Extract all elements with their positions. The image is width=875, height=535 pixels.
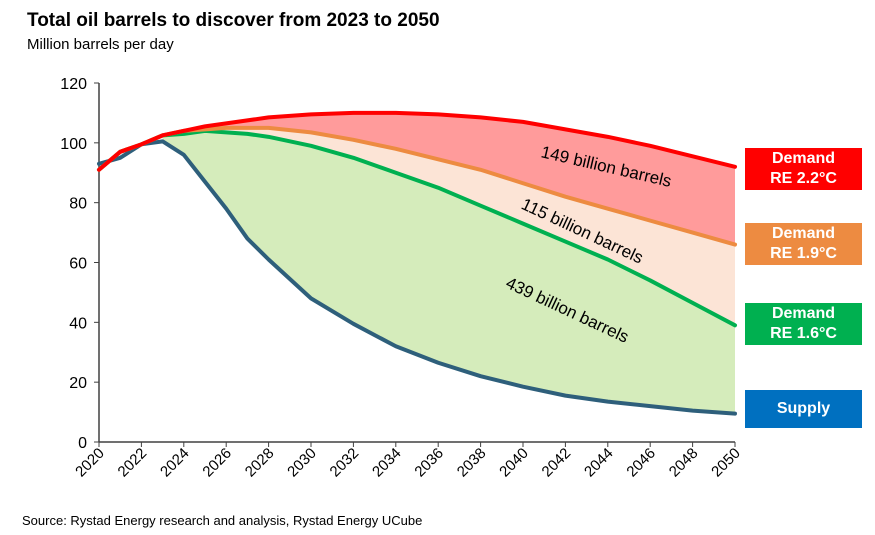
x-tick-label: 2042 xyxy=(539,445,575,481)
x-tick-label: 2050 xyxy=(708,445,744,481)
y-tick-label: 0 xyxy=(78,435,87,452)
y-tick-label: 120 xyxy=(60,76,87,93)
x-tick-label: 2034 xyxy=(369,445,405,481)
y-tick-label: 20 xyxy=(69,375,87,392)
x-tick-label: 2048 xyxy=(666,445,702,481)
legend-supply: Supply xyxy=(745,390,862,428)
chart-title: Total oil barrels to discover from 2023 … xyxy=(27,10,440,31)
series-line-demand-0 xyxy=(97,110,737,172)
x-tick-label: 2030 xyxy=(284,445,320,481)
legend-demand-2-2: Demand RE 2.2°C xyxy=(745,148,862,190)
area-red-band xyxy=(162,112,736,245)
x-tick-label: 2024 xyxy=(157,445,193,481)
legend-label: RE 1.6°C xyxy=(770,325,837,342)
legend-label: RE 1.9°C xyxy=(770,245,837,262)
y-tick-label: 40 xyxy=(69,315,87,332)
source-note: Source: Rystad Energy research and analy… xyxy=(22,513,423,528)
legend-label: Demand xyxy=(771,150,836,167)
y-tick-label: 100 xyxy=(60,136,87,153)
legend-demand-1-6: Demand RE 1.6°C xyxy=(745,303,862,345)
x-tick-label: 2038 xyxy=(454,445,490,481)
legend-label: Demand xyxy=(771,225,836,242)
x-tick-label: 2026 xyxy=(199,445,235,481)
x-tick-label: 2044 xyxy=(581,445,617,481)
y-tick-label: 80 xyxy=(69,196,87,213)
x-tick-label: 2046 xyxy=(623,445,659,481)
legend-label: RE 2.2°C xyxy=(770,170,837,187)
x-tick-label: 2036 xyxy=(411,445,447,481)
y-tick-label: 60 xyxy=(69,256,87,273)
legend-label: Supply xyxy=(776,400,831,417)
area-green-band xyxy=(162,130,736,414)
chart-subtitle: Million barrels per day xyxy=(27,36,174,53)
x-tick-label: 2028 xyxy=(242,445,278,481)
x-tick-label: 2040 xyxy=(496,445,532,481)
x-tick-label: 2022 xyxy=(115,445,151,481)
legend-demand-1-9: Demand RE 1.9°C xyxy=(745,223,862,265)
area-orange-band xyxy=(162,127,736,326)
legend-label: Demand xyxy=(771,305,836,322)
x-tick-label: 2032 xyxy=(327,445,363,481)
series-line-supply xyxy=(97,139,737,416)
